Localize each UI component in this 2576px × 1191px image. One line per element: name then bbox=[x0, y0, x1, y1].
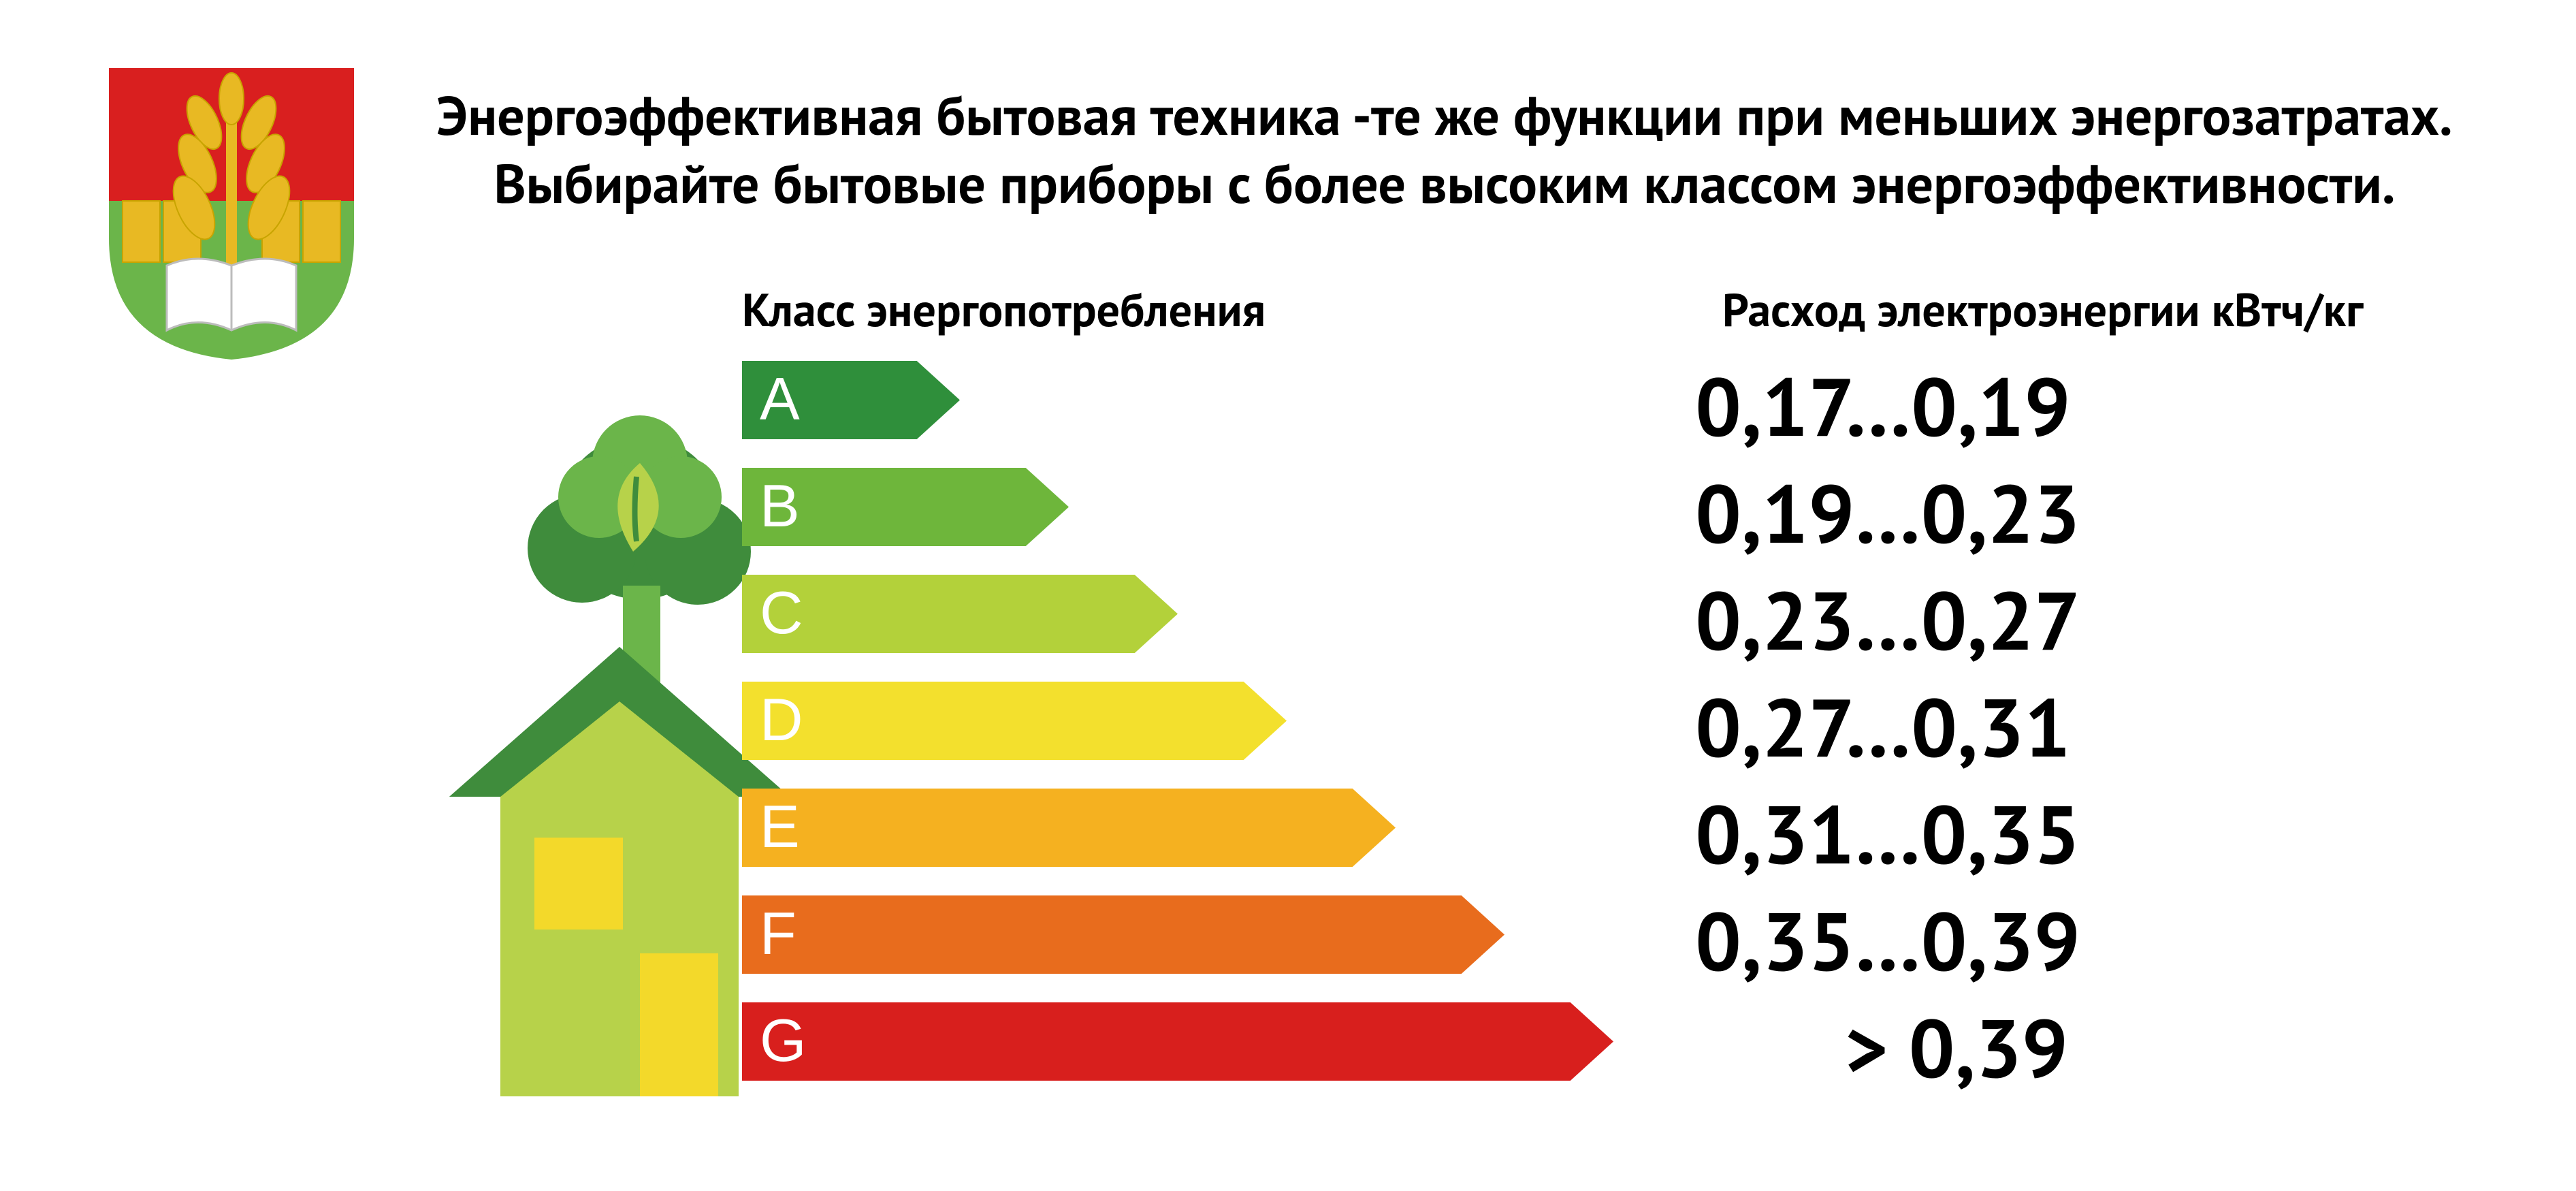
class-letter: C bbox=[760, 577, 803, 647]
energy-chart: Класс энергопотребления bbox=[429, 279, 1654, 1124]
values-list: 0,17…0,190,19…0,230,23…0,270,27…0,310,31… bbox=[1695, 353, 2512, 1101]
values-title: Расход электроэнергии кВтч/кг bbox=[1695, 279, 2512, 339]
consumption-value: > 0,39 bbox=[1695, 994, 2512, 1101]
consumption-value: 0,19…0,23 bbox=[1695, 460, 2512, 567]
class-letter: D bbox=[760, 684, 803, 754]
class-arrow-icon bbox=[742, 1002, 1613, 1081]
class-letter: F bbox=[760, 898, 796, 968]
consumption-value: 0,23…0,27 bbox=[1695, 567, 2512, 673]
class-arrow-icon bbox=[742, 895, 1504, 974]
headline-line-2: Выбирайте бытовые приборы с более высоки… bbox=[415, 150, 2474, 218]
headline-line-1: Энергоэффективная бытовая техника -те же… bbox=[415, 82, 2474, 150]
consumption-value: 0,35…0,39 bbox=[1695, 887, 2512, 994]
class-letter: E bbox=[760, 791, 800, 861]
consumption-value: 0,17…0,19 bbox=[1695, 353, 2512, 460]
page-root: Энергоэффективная бытовая техника -те же… bbox=[0, 0, 2576, 1191]
class-arrow-icon bbox=[742, 789, 1396, 867]
class-letter: G bbox=[760, 1005, 806, 1075]
class-letter: A bbox=[760, 364, 800, 433]
chart-title: Класс энергопотребления bbox=[742, 279, 1266, 339]
crest-icon bbox=[102, 61, 361, 361]
headline: Энергоэффективная бытовая техника -те же… bbox=[415, 61, 2474, 218]
class-letter: B bbox=[760, 471, 800, 540]
consumption-value: 0,27…0,31 bbox=[1695, 673, 2512, 780]
class-arrow-icon bbox=[742, 575, 1178, 653]
class-arrow-icon bbox=[742, 682, 1287, 760]
consumption-value: 0,31…0,35 bbox=[1695, 780, 2512, 887]
values-column: Расход электроэнергии кВтч/кг 0,17…0,190… bbox=[1695, 279, 2512, 1101]
